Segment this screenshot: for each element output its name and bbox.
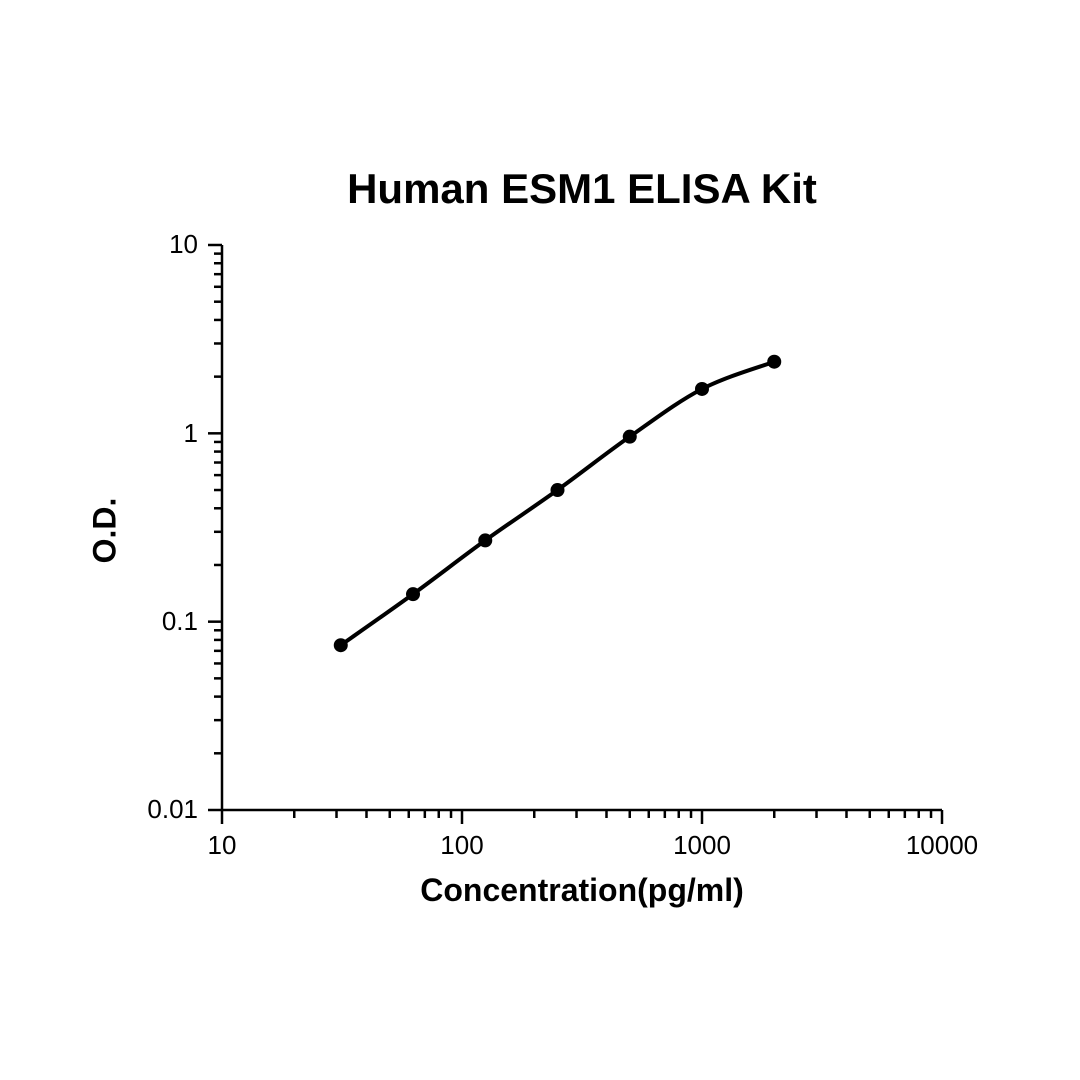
y-tick-label: 0.01 <box>126 794 198 825</box>
y-tick-label: 10 <box>126 229 198 260</box>
x-tick-label: 100 <box>412 830 512 861</box>
chart-title: Human ESM1 ELISA Kit <box>312 165 852 213</box>
y-axis-label: O.D. <box>86 497 123 563</box>
chart-svg <box>0 0 1080 1080</box>
chart-container: Human ESM1 ELISA Kit O.D. Concentration(… <box>0 0 1080 1080</box>
x-tick-label: 10 <box>172 830 272 861</box>
x-tick-label: 1000 <box>652 830 752 861</box>
x-tick-label: 10000 <box>892 830 992 861</box>
x-axis-label: Concentration(pg/ml) <box>382 872 782 909</box>
y-tick-label: 0.1 <box>126 606 198 637</box>
y-tick-label: 1 <box>126 418 198 449</box>
